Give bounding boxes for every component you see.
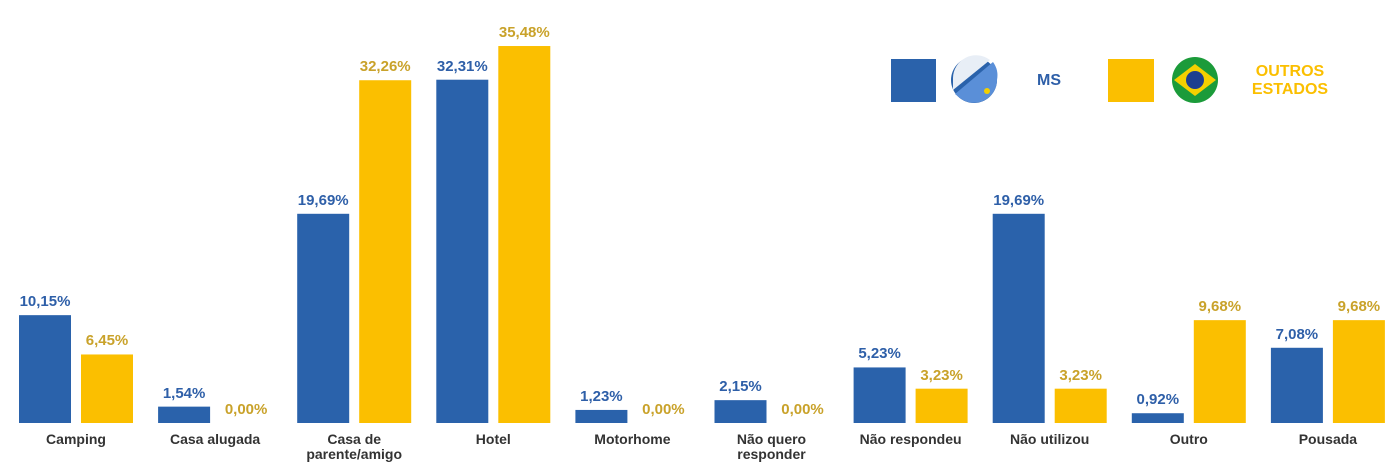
bar xyxy=(297,213,350,423)
value-label: 3,23% xyxy=(1059,366,1102,384)
x-tick-label: Não utilizou xyxy=(1010,431,1090,447)
legend-swatch xyxy=(1108,59,1154,102)
value-label: 3,23% xyxy=(920,366,963,384)
value-label: 35,48% xyxy=(498,24,550,42)
x-tick-label: Não respondeu xyxy=(859,431,962,447)
value-label: 32,26% xyxy=(359,58,411,76)
bar xyxy=(714,400,767,423)
bar xyxy=(915,388,968,423)
ms-flag-part xyxy=(953,55,990,90)
value-label: 1,23% xyxy=(580,387,623,405)
x-tick-label: Casa de parente/amigo xyxy=(306,431,403,462)
legend-icons xyxy=(891,55,1218,103)
bar xyxy=(1332,320,1385,423)
bar xyxy=(81,354,133,423)
x-tick-label: Outro xyxy=(1169,431,1208,447)
bar xyxy=(992,213,1045,423)
value-label: 19,69% xyxy=(993,191,1045,209)
bar xyxy=(158,406,211,423)
br-flag-part xyxy=(1186,71,1204,89)
value-label: 9,68% xyxy=(1198,298,1242,316)
value-label: 6,45% xyxy=(85,332,129,350)
bar xyxy=(1270,347,1323,423)
bar xyxy=(575,409,628,423)
bar xyxy=(1131,413,1184,423)
bar xyxy=(853,367,906,423)
legend-swatch xyxy=(891,59,936,102)
bar xyxy=(1054,388,1107,423)
x-tick-label: Camping xyxy=(46,431,106,447)
ms-flag-star xyxy=(984,88,990,94)
value-label: 2,15% xyxy=(719,378,762,396)
value-label: 32,31% xyxy=(436,57,488,75)
bar xyxy=(498,46,551,424)
value-label: 0,00% xyxy=(781,401,824,418)
x-tick-label: Pousada xyxy=(1298,431,1358,447)
value-label: 7,08% xyxy=(1275,325,1319,343)
x-tick-label: Casa alugada xyxy=(169,431,261,447)
value-label: 5,23% xyxy=(858,345,901,363)
value-label: 19,69% xyxy=(297,191,349,209)
x-tick-label: Não quero responder xyxy=(736,431,807,462)
value-label: 0,92% xyxy=(1136,391,1180,409)
bar xyxy=(359,80,412,424)
value-label: 9,68% xyxy=(1337,298,1381,316)
bar xyxy=(19,315,71,423)
bar xyxy=(1193,320,1246,423)
value-label: 0,00% xyxy=(224,401,268,418)
bar xyxy=(436,79,489,424)
value-label: 1,54% xyxy=(162,384,206,402)
legend-label: MS xyxy=(1037,72,1061,89)
x-tick-label: Hotel xyxy=(475,431,511,447)
value-label: 10,15% xyxy=(19,293,71,311)
value-label: 0,00% xyxy=(642,401,685,418)
x-tick-label: Motorhome xyxy=(594,431,671,447)
legend-label: OUTROS ESTADOS xyxy=(1251,63,1329,98)
